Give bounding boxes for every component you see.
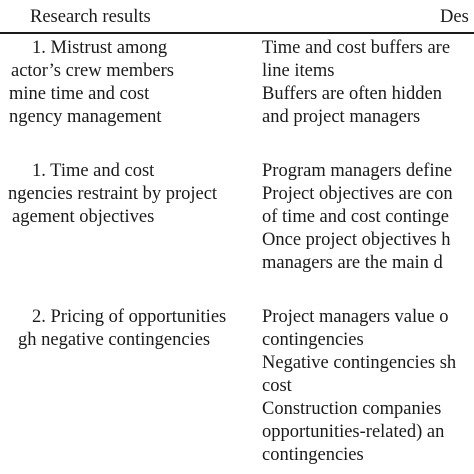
text-line: line items	[262, 61, 335, 81]
text-line: Construction companies	[262, 399, 442, 419]
text-line: cost	[262, 376, 292, 396]
header-rule	[0, 32, 474, 34]
row-3-description: Project managers value o contingencies N…	[262, 306, 456, 467]
text-line: Buffers are often hidden	[262, 84, 442, 104]
text-line: Project managers value o	[262, 307, 449, 327]
text-line: actor’s crew members	[11, 61, 175, 81]
text-line: agement objectives	[12, 207, 155, 227]
text-line: Time and cost buffers are	[262, 38, 451, 58]
text-line: Project objectives are con	[262, 184, 453, 204]
text-line: and project managers	[262, 107, 421, 127]
text-line: 1. Time and cost	[32, 161, 155, 181]
row-1-description: Time and cost buffers are line items Buf…	[262, 37, 450, 129]
text-line: 1. Mistrust among	[32, 38, 168, 58]
text-line: mine time and cost	[9, 84, 150, 104]
column-header-description: Des	[440, 7, 469, 27]
row-1-result: 1. Mistrust among actor’s crew members m…	[0, 37, 174, 129]
text-line: opportunities-related) an	[262, 422, 445, 442]
text-line: of time and cost continge	[262, 207, 450, 227]
row-2-description: Program managers define Project objectiv…	[262, 160, 453, 275]
text-line: ngency management	[9, 107, 162, 127]
text-line: contingencies	[262, 330, 364, 350]
text-line: Negative contingencies sh	[262, 353, 457, 373]
row-2-result: 1. Time and cost ngencies restraint by p…	[0, 160, 217, 229]
row-3-result: 2. Pricing of opportunities gh negative …	[0, 306, 226, 352]
text-line: gh negative contingencies	[18, 330, 211, 350]
text-line: Once project objectives h	[262, 230, 451, 250]
text-line: contingencies	[262, 445, 364, 465]
column-header-research-results: Research results	[30, 7, 151, 27]
text-line: managers are the main d	[262, 253, 443, 273]
text-line: Program managers define	[262, 161, 453, 181]
text-line: 2. Pricing of opportunities	[32, 307, 227, 327]
text-line: ngencies restraint by project	[8, 184, 218, 204]
